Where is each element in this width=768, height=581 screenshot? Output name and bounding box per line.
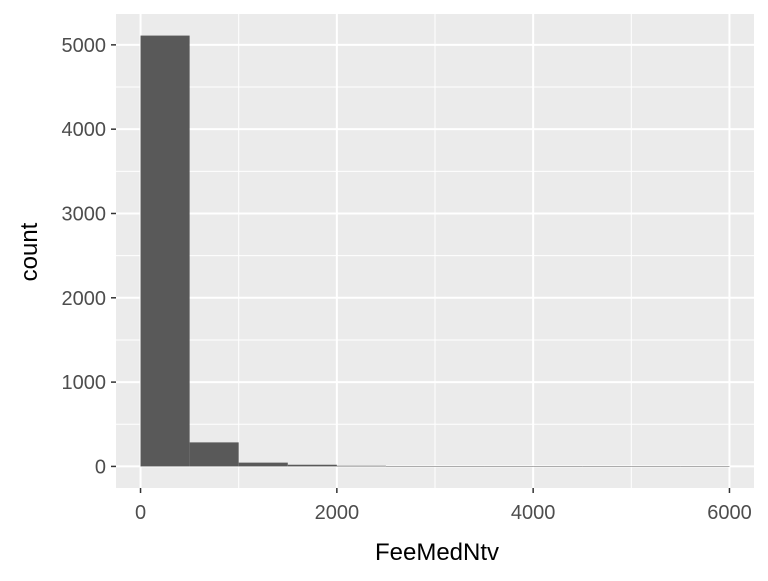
y-tick-label: 0 — [95, 456, 106, 478]
x-tick-label: 2000 — [315, 502, 360, 524]
histogram-bar — [238, 462, 288, 467]
x-axis-title: FeeMedNtv — [375, 539, 499, 566]
y-tick-label: 3000 — [62, 203, 107, 225]
y-tick-label: 4000 — [62, 119, 107, 141]
histogram-bar — [680, 466, 730, 467]
grid-minor — [116, 14, 754, 488]
histogram-bar — [533, 466, 583, 467]
histogram-bar — [582, 466, 632, 467]
x-axis: 0 2000 4000 6000 — [135, 488, 752, 524]
y-axis: 0 1000 2000 3000 4000 5000 — [62, 35, 116, 478]
histogram-bar — [189, 442, 239, 467]
y-tick-label: 2000 — [62, 288, 107, 310]
histogram-bar — [140, 35, 190, 467]
x-tick-label: 4000 — [511, 502, 556, 524]
x-tick-label: 6000 — [707, 502, 752, 524]
histogram-bar — [287, 464, 337, 467]
histogram-bar — [484, 466, 534, 467]
histogram-bar — [631, 466, 681, 467]
histogram-bar — [435, 466, 485, 467]
x-tick-label: 0 — [135, 502, 146, 524]
y-axis-title: count — [16, 222, 43, 281]
y-tick-label: 5000 — [62, 35, 107, 57]
histogram-bar — [385, 465, 435, 467]
histogram-bars — [140, 35, 730, 467]
y-tick-label: 1000 — [62, 372, 107, 394]
histogram-bar — [336, 465, 386, 467]
